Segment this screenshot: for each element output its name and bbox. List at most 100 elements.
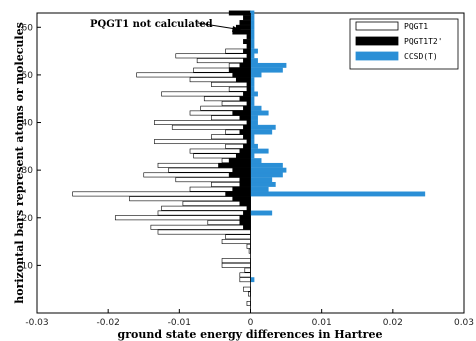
bar-1-53	[246, 53, 251, 59]
bar-1-38	[243, 124, 251, 130]
bar-2-45	[250, 91, 258, 97]
bar-1-23	[232, 196, 251, 202]
x-tick-label-2: -0.01	[168, 318, 191, 328]
bar-0-27	[175, 177, 251, 183]
bar-0-17	[150, 224, 251, 230]
bar-2-33	[250, 148, 269, 154]
bar-0-23	[129, 196, 251, 202]
bar-1-43	[246, 101, 251, 106]
bar-1-32	[235, 153, 251, 159]
bar-2-42	[250, 105, 262, 111]
bar-2-20	[250, 210, 273, 216]
bar-1-34	[243, 143, 251, 149]
annotation: PQGT1 not calculated	[90, 19, 241, 32]
bar-2-62	[250, 10, 255, 16]
bar-2-53	[250, 53, 255, 59]
bar-2-37	[250, 129, 273, 135]
x-axis-title: ground state energy differences in Hartr…	[118, 328, 383, 341]
bar-1-49	[232, 72, 251, 78]
x-tick-label-3: 0	[248, 318, 254, 328]
bar-2-52	[250, 58, 258, 64]
bar-0-16	[157, 229, 251, 235]
y-tick-label-4: 50	[22, 71, 34, 81]
bar-2-44	[250, 96, 255, 102]
legend-label-1: PQGT1T2'	[404, 37, 443, 46]
bar-2-38	[250, 124, 276, 130]
bar-1-47	[246, 81, 251, 87]
legend-label-2: CCSD(T)	[404, 52, 438, 61]
bar-1-21	[246, 205, 251, 211]
bar-2-6	[250, 277, 255, 283]
y-tick-label-5: 60	[22, 23, 34, 33]
bar-2-36	[250, 134, 255, 140]
bar-0-42	[200, 105, 251, 111]
bar-0-52	[196, 58, 251, 64]
bar-0-13	[246, 243, 251, 249]
bar-1-36	[243, 134, 251, 140]
bar-2-32	[250, 153, 255, 159]
x-tick-label-6: 0.03	[454, 318, 474, 328]
bar-2-54	[250, 48, 258, 54]
bar-1-45	[243, 91, 251, 97]
bar-0-10	[221, 258, 251, 264]
bar-1-50	[228, 67, 251, 73]
bar-1-54	[243, 48, 251, 54]
y-tick-label-0: 10	[22, 261, 34, 271]
x-tick-label-1: -0.02	[97, 318, 120, 328]
bar-2-30	[250, 162, 283, 168]
bar-0-38	[171, 124, 251, 130]
ticks-layer: -0.03 -0.02 -0.01 0 0.01 0.02 0.03 10 20 30 40 50 60	[22, 23, 474, 328]
bar-2-55	[250, 43, 255, 49]
bar-2-60	[250, 20, 255, 25]
annotation-arrow	[197, 22, 237, 30]
bar-0-24	[72, 191, 251, 197]
bar-2-25	[250, 186, 269, 192]
y-tick-label-1: 20	[22, 214, 34, 224]
bar-1-39	[246, 120, 251, 125]
bar-1-51	[239, 62, 251, 68]
bar-0-21	[161, 205, 251, 211]
bar-0-6	[239, 277, 251, 283]
bar-0-9	[221, 262, 251, 268]
bar-0-43	[221, 101, 251, 106]
bar-1-27	[239, 177, 251, 183]
legend-swatch-0	[355, 21, 399, 31]
bar-1-24	[225, 191, 251, 197]
bar-2-57	[250, 34, 255, 40]
bar-1-31	[228, 158, 251, 164]
bar-2-35	[250, 139, 255, 145]
bar-1-52	[243, 58, 251, 64]
bar-0-45	[161, 91, 251, 97]
x-tick-label-5: 0.02	[383, 318, 403, 328]
bar-0-15	[225, 234, 251, 240]
bar-2-48	[250, 77, 255, 83]
bar-1-62	[228, 10, 251, 16]
bar-2-51	[250, 62, 287, 68]
bar-1-61	[243, 15, 251, 21]
bars-layer	[72, 10, 426, 306]
y-axis-title: horizontal bars represent atoms or molec…	[13, 22, 26, 304]
bar-2-43	[250, 101, 255, 106]
bar-0-47	[211, 81, 251, 87]
bar-2-26	[250, 181, 276, 187]
annotation-text: PQGT1 not calculated	[90, 19, 213, 30]
bar-1-20	[243, 210, 251, 216]
legend-swatch-1	[355, 36, 399, 46]
bar-0-1	[246, 301, 251, 306]
bar-1-60	[239, 20, 251, 25]
bar-1-17	[243, 224, 251, 230]
legend-label-0: PQGT1	[404, 22, 428, 31]
bar-0-35	[154, 139, 251, 145]
bar-1-40	[239, 115, 251, 121]
bar-2-59	[250, 24, 255, 30]
bar-1-46	[246, 86, 251, 92]
bar-1-55	[246, 43, 251, 49]
legend-swatch-2	[355, 51, 399, 61]
bar-2-50	[250, 67, 283, 73]
bar-2-28	[250, 172, 283, 178]
bar-2-29	[250, 167, 287, 173]
annotation-arrowhead	[232, 26, 241, 32]
bar-2-27	[250, 177, 273, 183]
